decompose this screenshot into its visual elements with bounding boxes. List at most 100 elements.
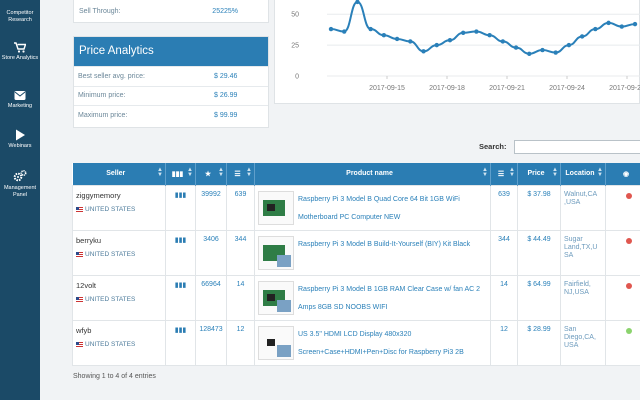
search-input[interactable]: [514, 140, 640, 154]
data-point[interactable]: [553, 50, 558, 55]
data-point[interactable]: [632, 21, 638, 27]
column-header-chart[interactable]: ▮▮▮ ▲ ▼: [165, 163, 196, 185]
data-point[interactable]: [368, 26, 373, 32]
data-point[interactable]: [619, 24, 624, 29]
product-title[interactable]: Raspberry Pi 3 Model B Build-It-Yourself…: [298, 240, 471, 248]
data-point[interactable]: [460, 30, 466, 35]
cart-icon: [14, 42, 26, 55]
status-dot: [626, 282, 632, 289]
sidebar-item-management-panel[interactable]: Management Panel: [0, 170, 40, 198]
seller-name[interactable]: ziggymemory: [76, 190, 121, 200]
product-title[interactable]: US 3.5" HDMI LCD Display 480x320 Screen+…: [298, 330, 464, 356]
data-point[interactable]: [355, 0, 360, 5]
column-header-price[interactable]: Price ▲ ▼: [517, 163, 561, 185]
product-title[interactable]: Raspberry Pi 3 Model B Quad Core 64 Bit …: [298, 195, 460, 221]
list-icon: ☰: [497, 170, 505, 178]
price-row: Best seller avg. price: $ 29.46: [74, 66, 268, 86]
sold-count: 12: [226, 319, 255, 366]
data-point[interactable]: [394, 36, 400, 42]
data-point[interactable]: [474, 29, 479, 34]
list-icon: ☰: [234, 170, 241, 178]
column-header-feedback[interactable]: ★ ▲ ▼: [195, 163, 227, 185]
sold-count: 14: [490, 274, 518, 321]
bar-chart-icon[interactable]: ▮▮▮: [174, 191, 187, 199]
envelope-icon: [14, 90, 26, 103]
data-point[interactable]: [540, 47, 545, 53]
data-point[interactable]: [513, 45, 519, 50]
sold-count: 14: [226, 274, 255, 321]
seller-country: UNITED STATES: [85, 250, 136, 258]
data-point[interactable]: [447, 37, 453, 43]
product-thumbnail[interactable]: [258, 235, 294, 270]
seller-country: UNITED STATES: [85, 295, 136, 303]
feedback-count: 3406: [195, 229, 227, 276]
data-point[interactable]: [593, 26, 598, 32]
x-tick-label: 2017-09-24: [549, 85, 585, 92]
table-row: berryku UNITED STATES ▮▮▮ 3406 344 Raspbe…: [72, 229, 640, 276]
sort-icon: ▲ ▼: [218, 167, 224, 178]
feedback-count: 66964: [195, 274, 227, 321]
data-point[interactable]: [527, 51, 532, 56]
us-flag-icon: [76, 341, 83, 347]
x-tick-label: 2017-09-27: [609, 85, 640, 92]
sidebar-item-webinars[interactable]: Webinars: [0, 129, 40, 150]
location: Walnut,CA ,USA: [560, 184, 606, 231]
data-point[interactable]: [434, 42, 439, 48]
sidebar-item-marketing[interactable]: Marketing: [0, 90, 40, 110]
price-label: Maximum price:: [78, 111, 128, 119]
column-header-seller[interactable]: Seller ▲ ▼: [72, 163, 166, 185]
price-label: Minimum price:: [78, 92, 126, 100]
data-point[interactable]: [381, 33, 387, 38]
price-value: $ 28.99: [517, 319, 561, 366]
location: San Diego,CA, USA: [560, 319, 606, 366]
y-tick-label: 25: [291, 43, 299, 50]
sort-icon: ▲ ▼: [509, 167, 515, 178]
sold-count: 12: [490, 319, 518, 366]
sell-through-value: 25225%: [212, 8, 238, 15]
table-row: ziggymemory UNITED STATES ▮▮▮ 39992 639 R…: [72, 184, 640, 231]
product-thumbnail[interactable]: [258, 190, 294, 225]
column-header-quantity[interactable]: ☰ ▲ ▼: [490, 163, 518, 185]
price-row: Minimum price: $ 26.99: [74, 85, 268, 106]
product-thumbnail[interactable]: [258, 280, 294, 315]
product-title[interactable]: Raspberry Pi 3 Model B 1GB RAM Clear Cas…: [298, 285, 481, 311]
sort-icon: ▲ ▼: [552, 167, 558, 178]
us-flag-icon: [76, 251, 83, 257]
data-point[interactable]: [408, 39, 413, 44]
sidebar: Competitor Research Store Analytics Mark…: [0, 0, 40, 400]
sort-icon: ▲ ▼: [246, 167, 252, 178]
bar-chart-icon[interactable]: ▮▮▮: [174, 281, 187, 289]
sidebar-item-store-analytics[interactable]: Store Analytics: [0, 42, 40, 62]
data-point[interactable]: [487, 33, 492, 38]
seller-name[interactable]: berryku: [76, 235, 102, 245]
data-point[interactable]: [606, 20, 611, 26]
bar-chart-icon[interactable]: ▮▮▮: [174, 236, 187, 244]
column-header-product-name[interactable]: Product name ▲ ▼: [254, 163, 491, 185]
price-value: $ 26.99: [214, 92, 238, 100]
column-header-sold[interactable]: ☰ ▲ ▼: [226, 163, 255, 185]
y-tick-label: 0: [295, 74, 299, 81]
feedback-count: 39992: [195, 184, 227, 231]
status-dot: [626, 327, 632, 334]
seller-name[interactable]: wfyb: [76, 325, 92, 335]
product-thumbnail[interactable]: [258, 325, 294, 360]
bar-chart-icon[interactable]: ▮▮▮: [174, 326, 187, 334]
data-point[interactable]: [500, 39, 506, 44]
column-header-location[interactable]: Location ▲ ▼: [560, 163, 606, 185]
data-point[interactable]: [328, 26, 334, 32]
data-point[interactable]: [566, 42, 572, 48]
column-header-status[interactable]: ◉: [605, 163, 640, 185]
sidebar-item-competitor-research[interactable]: Competitor Research: [0, 0, 40, 26]
seller-name[interactable]: 12volt: [76, 280, 97, 290]
data-point[interactable]: [342, 29, 347, 34]
price-label: Best seller avg. price:: [78, 72, 145, 80]
sidebar-item-label: Store Analytics: [1, 55, 39, 61]
data-point[interactable]: [579, 34, 585, 39]
status-dot: [626, 192, 632, 199]
data-point[interactable]: [421, 49, 426, 54]
sidebar-item-label: Competitor Research: [6, 10, 34, 23]
price-value: $ 37.98: [517, 184, 561, 231]
location: Sugar Land,TX,U SA: [560, 229, 606, 276]
sidebar-item-label: Marketing: [7, 103, 33, 109]
price-value: $ 44.49: [517, 229, 561, 276]
